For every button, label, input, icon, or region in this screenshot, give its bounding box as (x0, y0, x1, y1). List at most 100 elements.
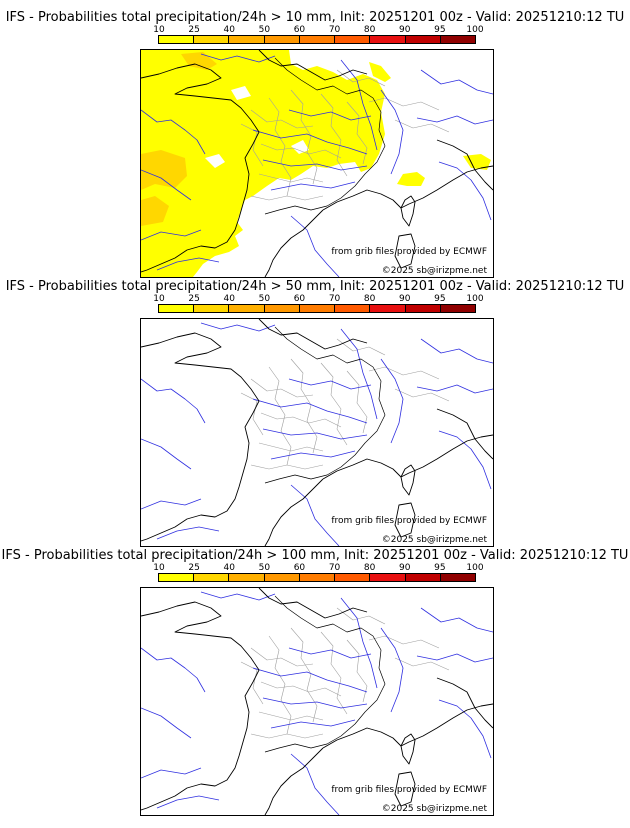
scale-tick-label: 40 (223, 25, 235, 35)
precip-area-alps (463, 154, 491, 170)
river-line (290, 215, 340, 277)
precip-area-east (397, 172, 425, 186)
source-credit: from grib files provided by ECMWF (331, 785, 487, 795)
river-line (141, 647, 206, 693)
panel-title: IFS - Probabilities total precipitation/… (5, 10, 625, 25)
river-line (290, 753, 340, 815)
admin-border (250, 464, 324, 470)
river-line (141, 169, 192, 201)
scale-color-segment (264, 574, 300, 581)
scale-color-segment (440, 574, 475, 581)
scale-color-segment (405, 574, 441, 581)
scale-tick-label: 90 (399, 25, 411, 35)
scale-color-segment (335, 36, 371, 43)
island-sardinia (394, 771, 416, 807)
scale-tick-label: 50 (258, 563, 271, 573)
scale-tick-label: 90 (399, 294, 411, 304)
scale-color-segment (335, 305, 371, 312)
admin-border (336, 607, 386, 625)
copyright-credit: ©2025 sb@irizpme.net (381, 535, 487, 545)
map-frame[interactable]: from grib files provided by ECMWF ©2025 … (140, 318, 494, 547)
island-corsica (400, 464, 416, 496)
scale-tick-label: 60 (293, 563, 306, 573)
river-line (270, 181, 356, 191)
river-line (420, 69, 493, 95)
scale-tick-label: 100 (466, 25, 484, 35)
river-line (262, 428, 368, 440)
river-line (416, 115, 493, 125)
map-frame[interactable]: from grib files provided by ECMWF ©2025 … (140, 49, 494, 278)
river-line (252, 667, 368, 693)
river-line (438, 161, 492, 221)
river-line (141, 438, 192, 470)
scale-color-segment (159, 36, 195, 43)
scale-tick-label: 80 (363, 25, 376, 35)
coastline-north (258, 50, 368, 81)
scale-tick-label: 40 (223, 294, 235, 304)
river-line (141, 109, 206, 155)
panel-title: IFS - Probabilities total precipitation/… (1, 548, 629, 563)
precip-area-main (141, 50, 385, 277)
admin-border (250, 109, 314, 129)
color-scale-bar (158, 573, 476, 582)
river-line (340, 59, 378, 151)
scale-tick-label: 10 (153, 563, 165, 573)
scale-tick-label: 60 (293, 25, 306, 35)
island-sardinia (394, 502, 416, 538)
coastline-mediterranean (322, 703, 493, 749)
river-line (200, 322, 276, 332)
river-line (270, 450, 356, 460)
coastline-mediterranean (322, 165, 493, 211)
scale-tick-label: 70 (328, 294, 341, 304)
color-scale-labels: 10 25 40 50 60 70 80 90 95 100 (153, 563, 483, 573)
river-line (288, 378, 372, 390)
scale-color-segment (299, 305, 336, 312)
scale-color-segment (440, 305, 475, 312)
scale-tick-label: 25 (188, 294, 200, 304)
river-line (262, 159, 368, 171)
admin-border (290, 627, 318, 723)
admin-border (368, 97, 440, 111)
admin-border (368, 635, 440, 649)
river-line (270, 719, 356, 729)
coastline-atlantic (141, 332, 260, 542)
scale-tick-label: 90 (399, 563, 411, 573)
coastline-italy (436, 408, 493, 460)
precip-gap (291, 140, 309, 154)
scale-tick-label: 50 (258, 25, 271, 35)
river-line (252, 129, 368, 155)
island-corsica (400, 195, 416, 227)
scale-tick-label: 40 (223, 563, 235, 573)
color-scale-labels: 10 25 40 50 60 70 80 90 95 100 (153, 294, 483, 304)
map-frame[interactable]: from grib files provided by ECMWF ©2025 … (140, 587, 494, 816)
scale-tick-label: 50 (258, 294, 271, 304)
copyright-credit: ©2025 sb@irizpme.net (381, 804, 487, 814)
national-border (264, 595, 386, 753)
river-line (420, 607, 493, 633)
precip-gap (205, 154, 225, 168)
river-line (420, 338, 493, 364)
scale-color-segment (264, 36, 300, 43)
scale-tick-label: 80 (363, 563, 376, 573)
scale-tick-label: 95 (434, 294, 446, 304)
river-line (141, 378, 206, 424)
admin-border (346, 639, 368, 703)
admin-border (368, 366, 440, 380)
admin-border (320, 93, 348, 177)
scale-tick-label: 100 (466, 563, 484, 573)
coastline-iberia (264, 747, 324, 815)
copyright-credit: ©2025 sb@irizpme.net (381, 266, 487, 276)
island-corsica (400, 733, 416, 765)
river-line (340, 328, 378, 420)
scale-color-segment (229, 574, 265, 581)
river-line (141, 767, 202, 779)
river-line (200, 53, 276, 63)
admin-border (258, 711, 324, 721)
precip-gap (231, 86, 251, 100)
source-credit: from grib files provided by ECMWF (331, 247, 487, 257)
admin-border (320, 631, 348, 715)
scale-tick-label: 95 (434, 563, 446, 573)
scale-tick-label: 100 (466, 294, 484, 304)
scale-tick-label: 25 (188, 563, 200, 573)
scale-color-segment (229, 305, 265, 312)
